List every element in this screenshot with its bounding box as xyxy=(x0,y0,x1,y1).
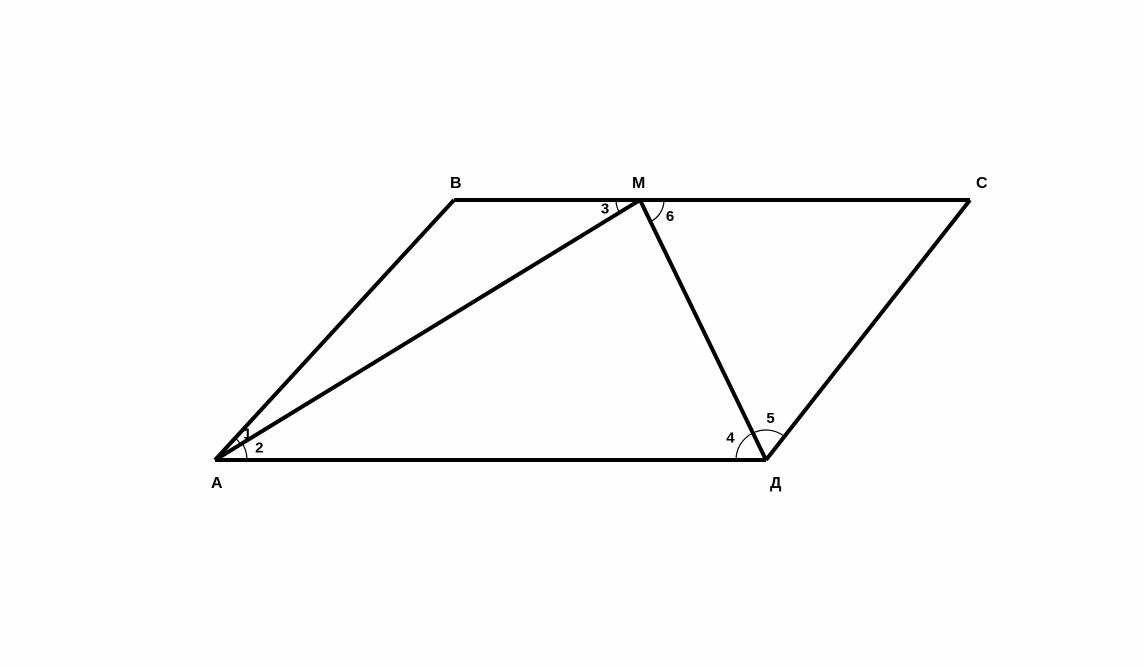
angle-arc-5 xyxy=(753,430,785,436)
angle-label-4: 4 xyxy=(726,430,735,447)
edge-A-M xyxy=(215,200,640,460)
angle-label-2: 2 xyxy=(255,440,263,457)
angle-arc-4 xyxy=(736,433,753,460)
geometry-diagram: 12 3 6 4 5 А В М С Д xyxy=(211,175,988,492)
vertex-label-C: С xyxy=(976,175,988,192)
vertex-label-A: А xyxy=(211,475,223,492)
vertex-label-B: В xyxy=(450,175,462,192)
vertex-label-D: Д xyxy=(770,475,782,492)
edge-A-B xyxy=(215,200,454,460)
vertex-label-M: М xyxy=(632,175,645,192)
angle-label-3: 3 xyxy=(601,201,609,218)
angle-label-5: 5 xyxy=(766,410,774,427)
angle-arc-6 xyxy=(650,200,664,222)
edge-M-D xyxy=(640,200,766,460)
angle-label-1: 1 xyxy=(243,425,251,442)
angle-arc-2 xyxy=(242,443,247,460)
edge-C-D xyxy=(766,200,970,460)
angle-label-6: 6 xyxy=(666,208,674,225)
angle-arc-1 xyxy=(235,438,240,444)
